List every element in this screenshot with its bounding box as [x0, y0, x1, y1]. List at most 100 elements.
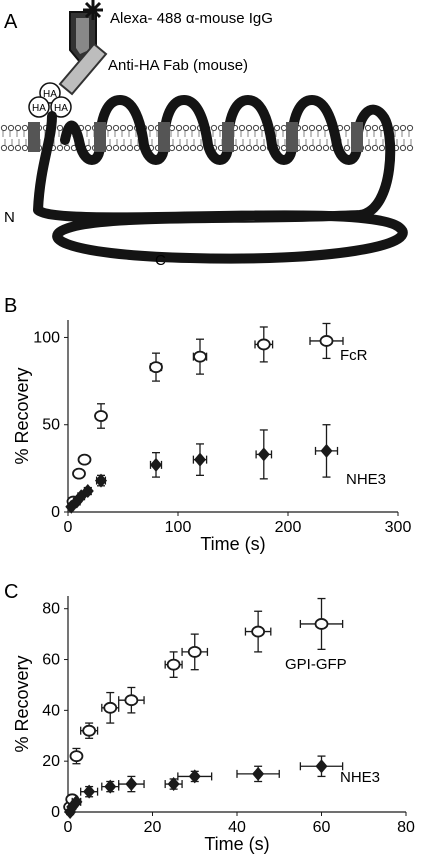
chart-c-series-nhe3 — [64, 755, 344, 819]
lipid-head — [105, 144, 113, 152]
lipid-head — [7, 144, 15, 152]
lipid-head — [301, 144, 309, 152]
chart-c: 0 20 40 60 80 0 20 40 60 80 Time (s) % Recovery GPI-… — [12, 596, 415, 854]
lipid-head — [56, 124, 64, 132]
lipid-head — [84, 124, 92, 132]
transmembrane-segments — [28, 122, 363, 152]
chart-b-point-diamond — [320, 443, 333, 458]
svg-text:HA: HA — [32, 103, 46, 114]
lipid-head — [245, 124, 253, 132]
series-label-nhe3-c: NHE3 — [340, 769, 380, 786]
lipid-head — [399, 124, 407, 132]
lipid-head — [259, 144, 267, 152]
lipid-head — [399, 144, 407, 152]
lipid-head — [392, 124, 400, 132]
lipid-head — [21, 124, 29, 132]
chart-c-point-diamond — [70, 794, 83, 809]
chart-b-x-axis-title: Time (s) — [200, 534, 265, 554]
lipid-head — [7, 124, 15, 132]
chart-c-y-tick-label: 0 — [51, 804, 60, 821]
lipid-head — [406, 144, 414, 152]
chart-c-point-open-circle — [187, 646, 202, 658]
chart-c-y-axis-title: % Recovery — [12, 655, 32, 752]
chart-c-y-tick-label: 40 — [42, 702, 60, 719]
chart-b-point-open-circle — [319, 335, 334, 347]
lipid-head — [273, 124, 281, 132]
chart-c-point-diamond — [167, 777, 180, 792]
lipid-head — [343, 144, 351, 152]
chart-b-y-axis-title: % Recovery — [12, 367, 32, 464]
chart-b-y-tick-label: 0 — [51, 504, 60, 521]
chart-c-point-open-circle — [314, 618, 329, 630]
chart-b-y-tick-label: 50 — [42, 417, 60, 434]
chart-b-x-tick-label: 0 — [64, 519, 73, 536]
lipid-head — [252, 124, 260, 132]
lipid-head — [105, 124, 113, 132]
chart-c-point-open-circle — [82, 724, 97, 737]
panel-c: C 0 20 40 60 80 0 20 40 60 80 Time (s) % Recovery GP… — [4, 581, 415, 854]
chart-b-series-fcr — [66, 322, 344, 508]
chart-b-x-tick-label: 200 — [275, 519, 302, 536]
lipid-head — [126, 124, 134, 132]
lipid-head — [168, 144, 176, 152]
chart-c-x-tick-label: 40 — [228, 819, 246, 836]
ha-tag-left: HA — [28, 96, 50, 118]
chart-b-point-open-circle — [77, 453, 92, 466]
chart-b-point-open-circle — [94, 410, 108, 422]
panel-a-letter: A — [4, 11, 18, 33]
lipid-head — [14, 124, 22, 132]
lipid-head — [238, 144, 246, 152]
panel-b: B 0 100 200 300 0 50 100 Time (s) % Recovery FcR N… — [4, 295, 411, 554]
chart-b-point-diamond — [150, 457, 162, 472]
lipid-head — [280, 144, 288, 152]
lipid-head — [315, 144, 323, 152]
lipid-head — [322, 144, 330, 152]
lipid-head — [119, 144, 127, 152]
lipid-head — [126, 144, 134, 152]
antibody-label: Alexa- 488 α-mouse IgG — [110, 10, 273, 27]
series-label-nhe3-b: NHE3 — [346, 471, 386, 488]
lipid-head — [210, 124, 218, 132]
chart-b-point-diamond — [81, 484, 94, 499]
lipid-head — [133, 144, 141, 152]
lipid-head — [0, 144, 8, 152]
svg-text:HA: HA — [54, 103, 68, 114]
chart-b-series-nhe3 — [65, 424, 339, 514]
chart-c-point-diamond — [252, 766, 265, 781]
lipid-head — [245, 144, 253, 152]
lipid-head — [21, 144, 29, 152]
ha-tag-top: HA — [39, 82, 61, 104]
panel-b-letter: B — [4, 295, 17, 317]
lipid-head — [371, 144, 379, 152]
chart-c-point-diamond — [188, 769, 201, 784]
chart-c-point-diamond — [315, 759, 328, 774]
protein-chain — [33, 95, 408, 264]
lipid-head — [182, 124, 190, 132]
lipid-head — [238, 124, 246, 132]
lipid-head — [56, 144, 64, 152]
lipid-head — [14, 144, 22, 152]
series-label-gpi-gfp: GPI-GFP — [285, 656, 347, 673]
chart-c-point-diamond — [125, 777, 138, 792]
chart-b-point-diamond — [194, 452, 206, 467]
lipid-head — [378, 144, 386, 152]
chart-c-point-open-circle — [166, 658, 181, 671]
c-terminus-label: C — [155, 252, 166, 269]
chart-b-x-tick-label: 100 — [165, 519, 192, 536]
lipid-head — [189, 124, 197, 132]
chart-b-y-tick-label: 100 — [33, 329, 60, 346]
chart-b-point-open-circle — [193, 350, 207, 363]
lipid-head — [112, 124, 120, 132]
svg-text:HA: HA — [43, 89, 57, 100]
chart-b-point-open-circle — [256, 338, 271, 351]
lipid-head — [0, 124, 8, 132]
lipid-head — [308, 144, 316, 152]
chart-b-x-tick-label: 300 — [385, 519, 412, 536]
lipid-head — [182, 144, 190, 152]
lipid-head — [315, 124, 323, 132]
chart-c-x-axis-title: Time (s) — [204, 834, 269, 854]
lipid-head — [119, 124, 127, 132]
lipid-head — [364, 124, 372, 132]
n-terminus-label: N — [4, 209, 15, 226]
